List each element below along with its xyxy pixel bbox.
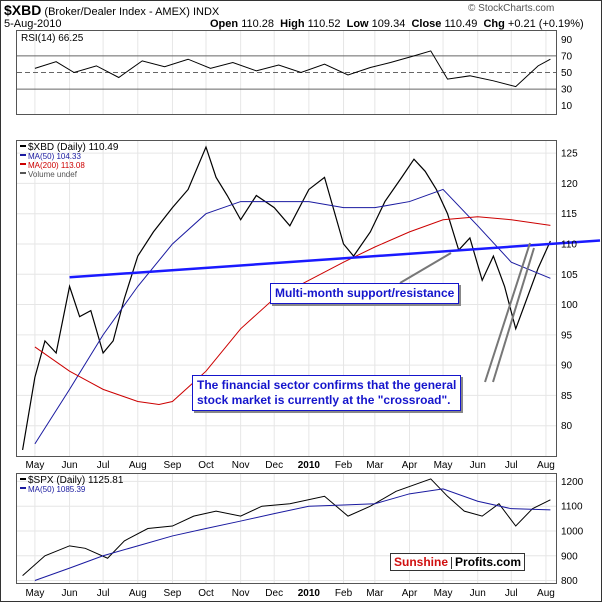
crossroad-line-1: The financial sector confirms that the g… <box>197 378 457 392</box>
legend-entry: $SPX (Daily) 1125.81 <box>28 475 124 486</box>
rsi-legend: RSI(14) 66.25 <box>21 33 84 44</box>
legend-swatch <box>20 154 26 156</box>
open-label: Open <box>210 18 239 30</box>
exchange: INDX <box>192 6 220 18</box>
y-tick-label: 10 <box>561 101 573 112</box>
x-tick-label: 2010 <box>298 588 321 599</box>
y-tick-label: 900 <box>561 551 578 562</box>
support-trend-line <box>69 239 601 279</box>
x-tick-label: Jun <box>470 588 486 599</box>
price-line <box>21 145 551 451</box>
chart-title: $XBD (Broker/Dealer Index - AMEX) INDX <box>4 2 219 18</box>
y-tick-label: 50 <box>561 68 573 79</box>
y-tick-label: 85 <box>561 391 573 402</box>
x-tick-label: Nov <box>232 588 250 599</box>
index-name: (Broker/Dealer Index - AMEX) <box>44 6 190 18</box>
y-tick-label: 30 <box>561 85 573 96</box>
x-tick-label: Feb <box>335 460 353 471</box>
x-tick-label: Aug <box>537 460 555 471</box>
x-tick-label: Jun <box>61 460 77 471</box>
legend-swatch <box>20 163 26 165</box>
legend-entry: Volume undef <box>28 170 78 179</box>
x-tick-label: Feb <box>335 588 353 599</box>
y-tick-label: 1100 <box>561 502 583 513</box>
y-tick-label: 90 <box>561 361 573 372</box>
brand-part-2: Profits.com <box>455 555 522 569</box>
legend-entry: MA(200) 113.08 <box>28 161 85 170</box>
x-tick-label: Apr <box>402 588 418 599</box>
x-tick-label: Sep <box>164 588 182 599</box>
x-tick-label: Oct <box>198 588 214 599</box>
chart-date: 5-Aug-2010 <box>4 18 62 30</box>
brand-part-1: Sunshine <box>394 555 449 569</box>
x-tick-label: Aug <box>129 588 147 599</box>
x-tick-label: May <box>25 588 44 599</box>
ma50-line <box>34 188 551 445</box>
chg-value: +0.21 (+0.19%) <box>507 18 584 30</box>
spx-line <box>22 478 551 576</box>
legend-swatch <box>20 478 26 480</box>
x-tick-label: May <box>25 460 44 471</box>
close-label: Close <box>411 18 442 30</box>
x-tick-label: May <box>434 588 453 599</box>
x-tick-label: Mar <box>366 460 384 471</box>
y-tick-label: 115 <box>561 209 577 220</box>
annotation-arrows <box>399 242 535 383</box>
x-tick-label: Nov <box>232 460 250 471</box>
y-tick-label: 95 <box>561 330 573 341</box>
ohlc-readout: Open 110.28 High 110.52 Low 109.34 Close… <box>210 18 584 30</box>
x-tick-label: Aug <box>537 588 555 599</box>
x-tick-label: Jun <box>61 588 77 599</box>
high-label: High <box>280 18 305 30</box>
open-value: 110.28 <box>241 18 275 30</box>
x-tick-label: Jul <box>97 460 110 471</box>
chg-label: Chg <box>483 18 505 30</box>
x-tick-label: Apr <box>402 460 418 471</box>
legend-swatch <box>20 172 26 174</box>
x-tick-label: Aug <box>129 460 147 471</box>
x-tick-label: Mar <box>366 588 384 599</box>
crossroad-line-2: stock market is currently at the "crossr… <box>197 393 451 407</box>
y-tick-label: 80 <box>561 421 573 432</box>
y-tick-label: 70 <box>561 51 573 62</box>
y-tick-label: 800 <box>561 576 578 587</box>
copyright: © StockCharts.com <box>468 3 555 14</box>
x-tick-label: 2010 <box>298 460 321 471</box>
y-tick-label: 1000 <box>561 526 584 537</box>
y-tick-label: 105 <box>561 270 578 281</box>
x-tick-label: Jul <box>505 460 518 471</box>
y-tick-label: 110 <box>561 239 577 250</box>
crossroad-annotation: The financial sector confirms that the g… <box>192 375 462 411</box>
legend-swatch <box>20 487 26 489</box>
symbol: $XBD <box>4 2 42 18</box>
y-tick-label: 120 <box>561 179 578 190</box>
x-tick-label: Jun <box>470 460 486 471</box>
legend-entry: MA(50) 104.33 <box>28 152 81 161</box>
x-tick-label: Dec <box>265 588 283 599</box>
low-label: Low <box>346 18 369 30</box>
legend-swatch <box>20 145 26 147</box>
rsi-line <box>34 50 551 88</box>
legend-entry: MA(50) 1085.39 <box>28 485 86 494</box>
y-tick-label: 100 <box>561 300 578 311</box>
x-tick-label: Dec <box>265 460 283 471</box>
close-value: 110.49 <box>444 18 478 30</box>
support-annotation: Multi-month support/resistance <box>270 283 460 304</box>
brand-logo: Sunshine Profits.com <box>390 553 526 571</box>
y-tick-label: 1200 <box>561 477 584 488</box>
y-tick-label: 125 <box>561 149 578 160</box>
low-value: 109.34 <box>371 18 406 30</box>
x-tick-label: May <box>434 460 453 471</box>
x-tick-label: Jul <box>97 588 110 599</box>
high-value: 110.52 <box>307 18 341 30</box>
spx-ma50-line <box>34 488 551 581</box>
x-tick-label: Sep <box>164 460 182 471</box>
x-tick-label: Oct <box>198 460 214 471</box>
legend-entry: $XBD (Daily) 110.49 <box>28 142 119 153</box>
y-tick-label: 90 <box>561 35 573 46</box>
x-tick-label: Jul <box>505 588 518 599</box>
